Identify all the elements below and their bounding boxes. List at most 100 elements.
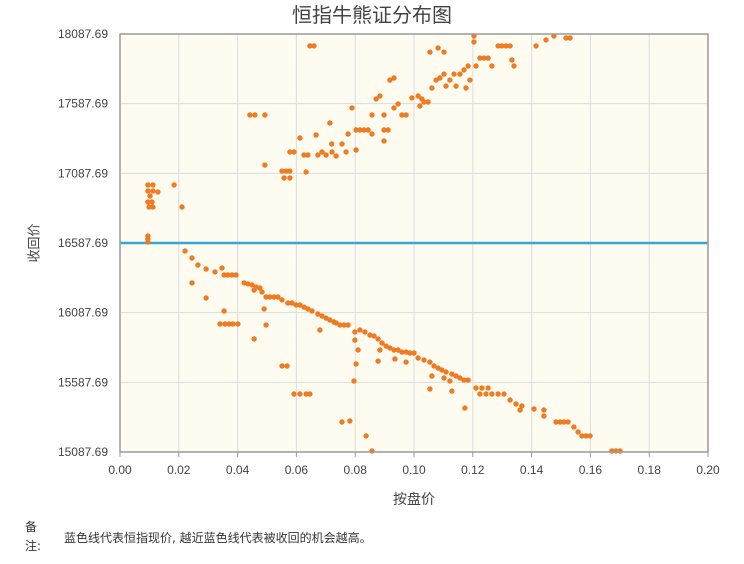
- plot-border: [119, 33, 709, 453]
- data-point: [531, 406, 537, 412]
- y-tick-label: 17587.69: [58, 97, 108, 111]
- data-point: [403, 112, 409, 118]
- data-point: [279, 168, 285, 174]
- data-point: [345, 131, 351, 137]
- data-point: [381, 138, 387, 144]
- data-point: [283, 168, 289, 174]
- data-point: [429, 85, 435, 91]
- data-point: [453, 83, 459, 89]
- data-point: [567, 35, 573, 41]
- data-point: [435, 45, 441, 51]
- data-point: [347, 418, 353, 424]
- data-point: [357, 327, 363, 333]
- note-label-line: 备: [25, 520, 38, 534]
- data-point: [307, 391, 313, 397]
- data-point: [485, 55, 491, 61]
- data-point: [287, 168, 293, 174]
- data-point: [407, 350, 413, 356]
- data-point: [281, 175, 287, 181]
- data-point: [477, 391, 483, 397]
- y-tick-labels: 18087.69 17587.69 17087.69 16587.69 16087.69…: [58, 27, 108, 459]
- data-point: [392, 356, 398, 362]
- data-point: [495, 391, 501, 397]
- data-point: [379, 340, 385, 346]
- data-point: [501, 391, 507, 397]
- data-point: [451, 71, 457, 77]
- data-point: [409, 95, 415, 101]
- y-tick-label: 16087.69: [58, 306, 108, 320]
- x-tick-label: 0.16: [579, 463, 603, 477]
- data-point: [145, 199, 151, 205]
- data-point: [441, 71, 447, 77]
- data-point: [395, 101, 401, 107]
- data-point: [511, 63, 517, 69]
- data-point: [473, 63, 479, 69]
- data-point: [499, 43, 505, 49]
- data-point: [313, 132, 319, 138]
- data-point: [587, 433, 593, 439]
- data-point: [303, 391, 309, 397]
- data-point: [363, 433, 369, 439]
- data-point: [421, 99, 427, 105]
- data-point: [182, 248, 188, 254]
- data-point: [362, 329, 368, 335]
- data-point: [399, 349, 405, 355]
- data-point: [261, 306, 267, 312]
- data-point: [503, 43, 509, 49]
- data-point: [293, 302, 299, 308]
- data-point: [279, 297, 285, 303]
- data-point: [247, 112, 253, 118]
- x-tick-label: 0.00: [108, 463, 132, 477]
- data-point: [431, 363, 437, 369]
- data-point: [471, 39, 477, 45]
- data-point: [284, 363, 290, 369]
- data-point: [443, 369, 449, 375]
- data-point: [447, 77, 453, 83]
- data-point: [203, 266, 209, 272]
- data-point: [341, 322, 347, 328]
- data-point: [375, 358, 381, 364]
- data-point: [352, 329, 358, 335]
- data-point: [353, 361, 359, 367]
- x-tick-label: 0.14: [520, 463, 544, 477]
- data-point: [147, 193, 153, 199]
- data-point: [262, 112, 268, 118]
- data-point: [461, 67, 467, 73]
- data-point: [457, 375, 463, 381]
- data-point: [467, 77, 473, 83]
- data-point: [230, 321, 236, 327]
- data-point: [533, 43, 539, 49]
- data-point: [301, 152, 307, 158]
- note-label: 备 注:: [25, 518, 45, 556]
- data-point: [357, 127, 363, 133]
- x-tick-label: 0.20: [696, 463, 720, 477]
- data-point: [443, 83, 449, 89]
- x-tick-label: 0.18: [638, 463, 662, 477]
- data-point: [155, 189, 161, 195]
- data-point: [353, 147, 359, 153]
- data-point: [233, 272, 239, 278]
- y-tick-label: 15587.69: [58, 375, 108, 389]
- data-point: [252, 112, 258, 118]
- data-point: [369, 448, 375, 454]
- data-point: [369, 112, 375, 118]
- data-point: [297, 135, 303, 141]
- data-point: [275, 294, 281, 300]
- data-point: [257, 285, 263, 291]
- data-point: [345, 322, 351, 328]
- data-point: [565, 419, 571, 425]
- data-point: [365, 127, 371, 133]
- x-tick-label: 0.02: [167, 463, 191, 477]
- data-point: [291, 149, 297, 155]
- data-point: [489, 391, 495, 397]
- data-point: [145, 182, 151, 188]
- data-point: [415, 355, 421, 361]
- data-point: [339, 141, 345, 147]
- y-tick-label: 18087.69: [58, 27, 108, 41]
- y-tick-label: 15087.69: [58, 445, 108, 459]
- data-point: [427, 49, 433, 55]
- data-point: [563, 35, 569, 41]
- data-point: [381, 112, 387, 118]
- y-tick-label: 16587.69: [58, 236, 108, 250]
